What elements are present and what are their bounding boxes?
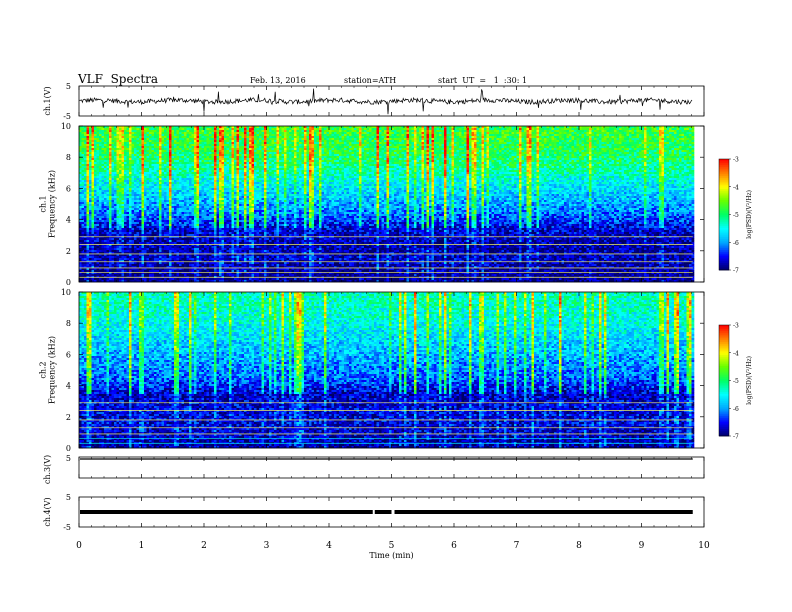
colorbar-tick-label: -6 [733, 406, 739, 413]
x-tick-label: 2 [201, 541, 207, 551]
colorbar-tick-label: -4 [733, 350, 739, 357]
y-tick-label: -5 [63, 112, 71, 121]
x-tick-label: 6 [451, 541, 457, 551]
ch1-colorbar-label: log(PSD)(V²/Hz) [746, 190, 753, 239]
ch4-gap [372, 509, 375, 515]
x-tick-label: 5 [389, 541, 395, 551]
ch1-spectrogram-cells [79, 126, 695, 283]
y-tick-label: 8 [66, 153, 71, 162]
x-tick-label: 4 [326, 541, 332, 551]
y-tick-label: 0 [66, 444, 71, 453]
y-tick-label: 5 [66, 82, 71, 91]
x-tick-label: 1 [139, 541, 145, 551]
colorbar-tick-label: -3 [733, 323, 739, 330]
y-tick-label: 10 [61, 122, 71, 131]
ch4-ylabel: ch.4(V) [43, 497, 52, 526]
y-tick-label: 6 [66, 350, 71, 359]
colorbar-tick-label: -5 [733, 212, 739, 219]
y-tick-label: 4 [66, 382, 71, 391]
ch1-ylabel: ch.1Frequency (kHz) [39, 170, 57, 238]
start-time-label: start UT = 1 :30: 1 [438, 76, 527, 85]
y-tick-label: 4 [66, 216, 71, 225]
y-tick-label: 6 [66, 184, 71, 193]
x-tick-label: 3 [264, 541, 270, 551]
y-tick-label: 5 [66, 454, 71, 463]
y-tick-label: 2 [66, 247, 71, 256]
chart-title: VLF Spectra [78, 72, 158, 86]
y-tick-label: -5 [63, 523, 71, 532]
ch1-colorbar [719, 159, 729, 271]
colorbar-tick-label: -6 [733, 240, 739, 247]
x-axis-label: Time (min) [369, 551, 413, 560]
x-tick-label: 0 [76, 541, 82, 551]
colorbar-tick-label: -4 [733, 184, 739, 191]
x-tick-label: 7 [514, 541, 520, 551]
colorbar-tick-label: -7 [733, 268, 739, 275]
ch3-ylabel: ch.3(V) [43, 455, 52, 484]
y-tick-label: 0 [66, 278, 71, 287]
y-tick-label: 2 [66, 413, 71, 422]
colorbar-tick-label: -5 [733, 378, 739, 385]
y-tick-label: 8 [66, 319, 71, 328]
ch4-gap [391, 509, 395, 515]
x-tick-label: 10 [698, 541, 710, 551]
colorbar-tick-label: -7 [733, 434, 739, 441]
ch4-waveform-band [80, 510, 693, 514]
date-label: Feb. 13, 2016 [250, 76, 306, 85]
ch1-waveform-line [79, 88, 693, 115]
y-tick-label: 5 [66, 493, 71, 502]
x-tick-label: 8 [576, 541, 582, 551]
station-label: station=ATH [344, 76, 396, 85]
ch1-ylabel: ch.1(V) [43, 86, 52, 115]
ch2-colorbar-label: log(PSD)(V²/Hz) [746, 356, 753, 405]
y-tick-label: 10 [61, 288, 71, 297]
ch2-spectrogram-cells [79, 292, 695, 449]
x-tick-label: 9 [639, 541, 645, 551]
ch2-colorbar [719, 325, 729, 437]
ch2-ylabel: ch.2Frequency (kHz) [39, 336, 57, 404]
colorbar-tick-label: -3 [733, 157, 739, 164]
